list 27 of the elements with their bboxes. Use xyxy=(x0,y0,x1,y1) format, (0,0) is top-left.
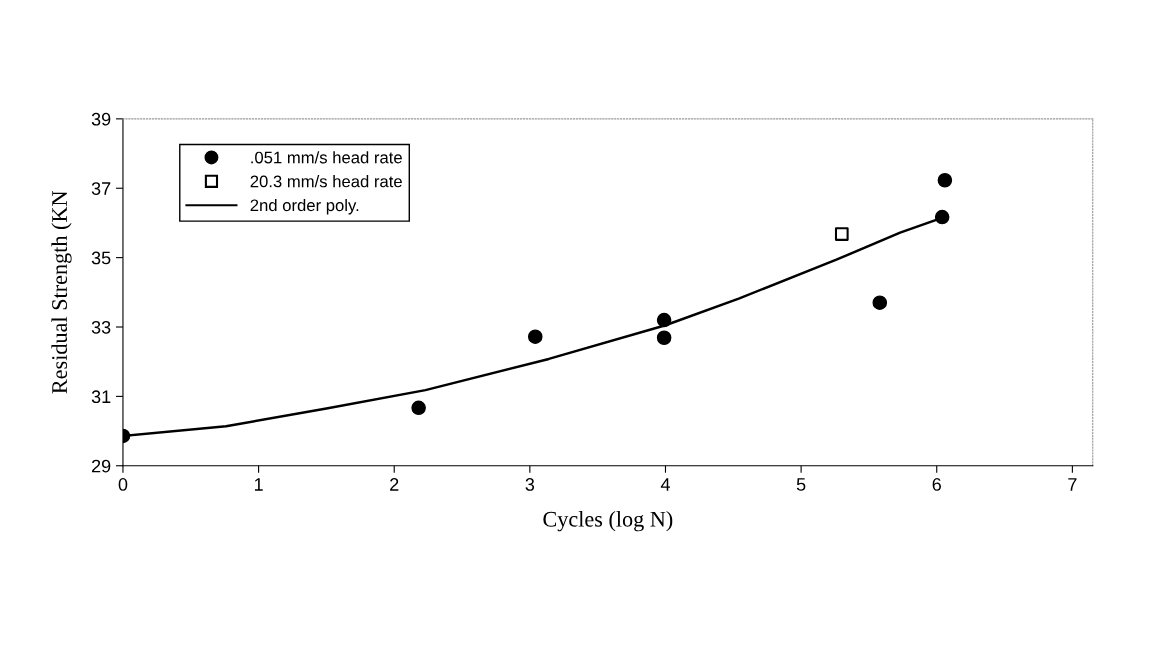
point xyxy=(834,227,849,241)
x-tick-label: 2 xyxy=(390,478,399,491)
x-tick-label: 7 xyxy=(1068,478,1077,491)
point xyxy=(656,312,672,328)
x-tick-label: 4 xyxy=(660,478,670,491)
x-tick-label: 6 xyxy=(932,478,941,491)
x-tick-label: 1 xyxy=(254,478,263,491)
point xyxy=(656,330,672,346)
point xyxy=(527,329,543,345)
x-tick-label: 5 xyxy=(796,478,806,491)
legend-label: 2nd order poly. xyxy=(250,198,359,215)
y-tick-label: 37 xyxy=(91,182,111,195)
y-axis-title: Residual Strength (KN xyxy=(51,190,72,394)
x-axis-title: Cycles (log N) xyxy=(543,511,673,532)
point xyxy=(411,400,426,416)
point xyxy=(872,295,888,311)
legend-label: .051 mm/s head rate xyxy=(251,151,402,164)
y-tick-label: 29 xyxy=(91,459,111,473)
y-tick-label: 33 xyxy=(91,320,111,334)
y-tick-label: 35 xyxy=(91,251,111,265)
point xyxy=(934,209,950,225)
legend-label: 20.3 mm/s head rate xyxy=(250,175,402,188)
y-tick-label: 39 xyxy=(91,112,111,126)
x-tick-label: 0 xyxy=(118,478,128,491)
point xyxy=(937,172,953,188)
y-tick-label: 31 xyxy=(91,390,111,404)
x-tick-label: 3 xyxy=(525,478,535,491)
